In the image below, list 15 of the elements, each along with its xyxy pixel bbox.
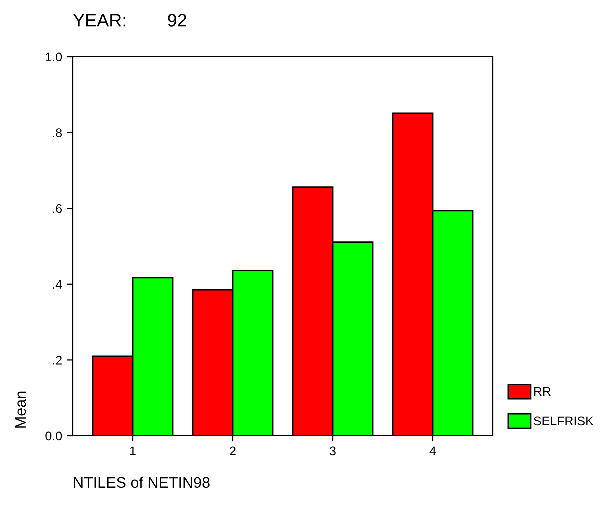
y-tick-label: .8 xyxy=(53,128,62,138)
y-tick-label: 0.0 xyxy=(46,432,62,441)
y-tick-label: .2 xyxy=(53,356,62,365)
chart-title: YEAR: 92 xyxy=(73,14,186,27)
x-tick-label: 3 xyxy=(330,446,336,456)
x-tick-label: 1 xyxy=(130,446,136,456)
x-tick-label: 4 xyxy=(430,446,436,456)
y-axis-title: Mean xyxy=(15,392,26,428)
legend-label: SELFRISK xyxy=(534,416,594,426)
legend-label: RR xyxy=(534,387,551,396)
y-tick-label: .4 xyxy=(53,280,62,289)
y-tick-label: 1.0 xyxy=(46,52,62,62)
y-tick-label: .6 xyxy=(53,204,62,214)
x-tick-label: 2 xyxy=(230,446,236,456)
x-axis-title: NTILES of NETIN98 xyxy=(74,476,210,488)
